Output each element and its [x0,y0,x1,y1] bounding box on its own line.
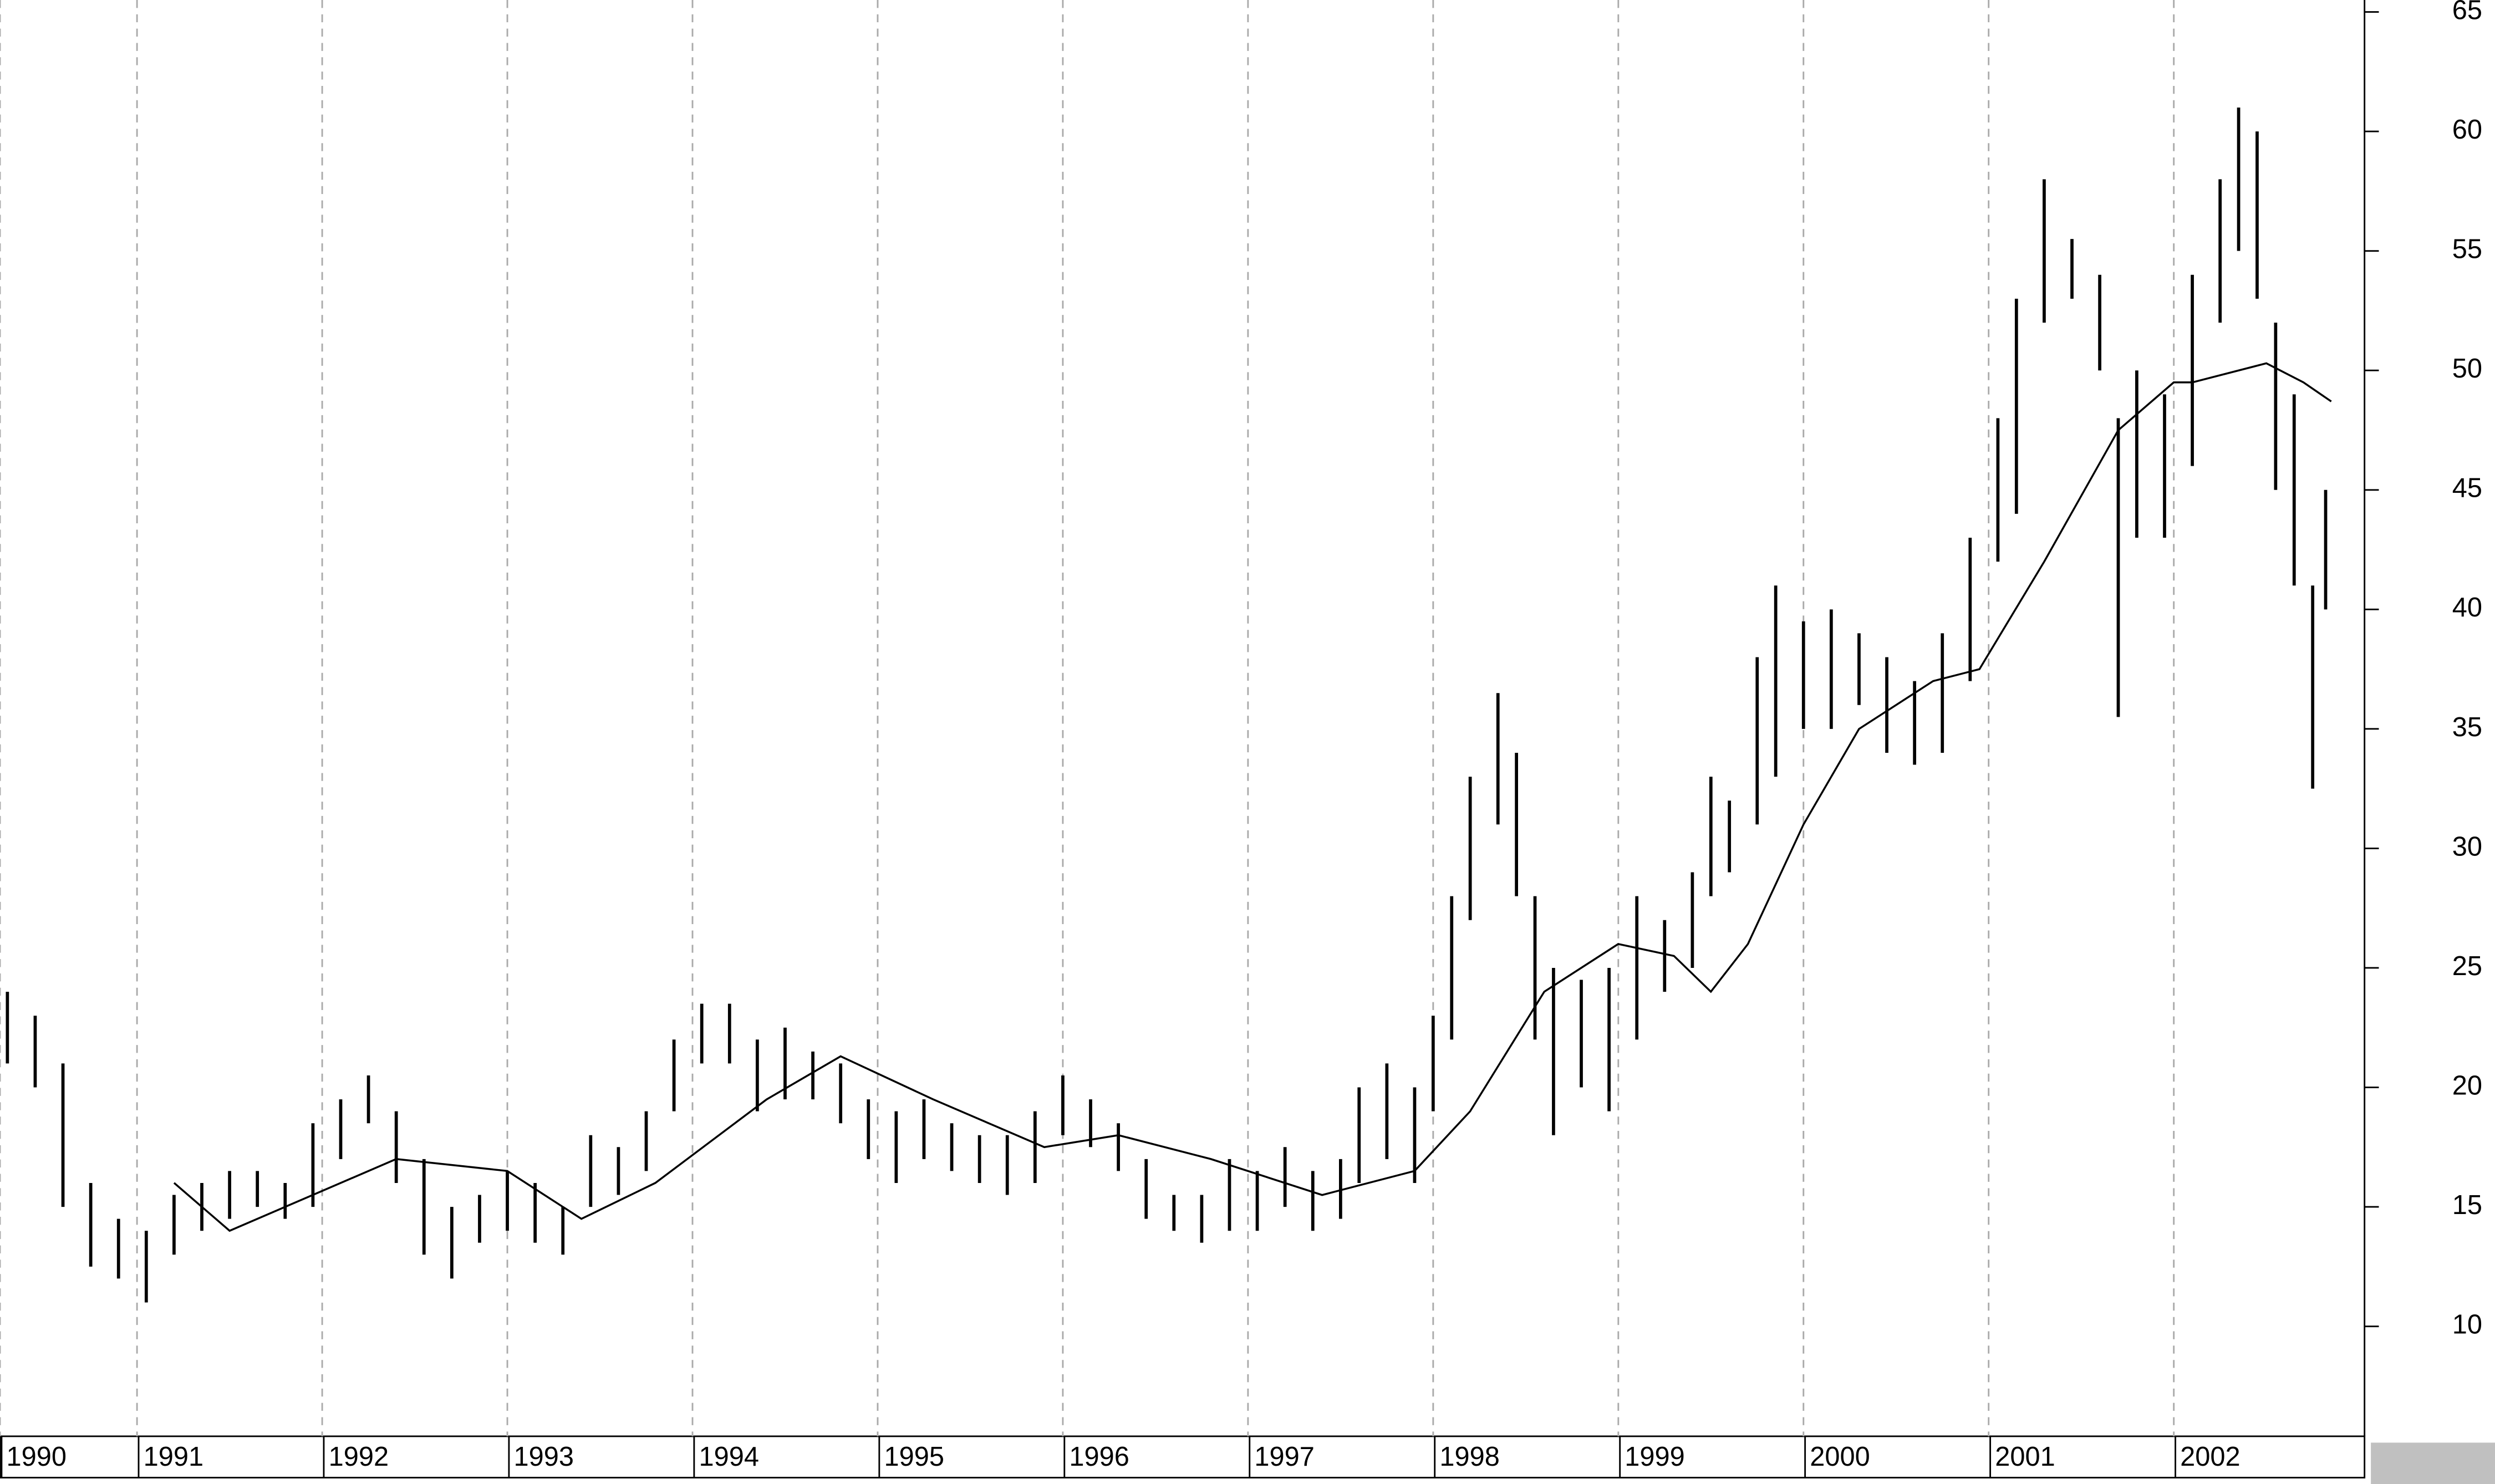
x-tick-label: 1992 [329,1442,389,1472]
y-tick-label: 65 [2452,0,2482,25]
y-tick-label: 50 [2452,354,2482,384]
y-tick-label: 35 [2452,712,2482,742]
x-tick-label: 2000 [1810,1442,1870,1472]
y-tick-label: 60 [2452,115,2482,145]
y-tick-label: 15 [2452,1190,2482,1220]
x-tick-label: 1993 [514,1442,574,1472]
x-tick-label: 2002 [2180,1442,2241,1472]
x-axis-strip [0,1435,2366,1478]
x-tick-label: 1995 [884,1442,944,1472]
x-tick-label: 1991 [144,1442,204,1472]
x-tick-label: 1998 [1439,1442,1500,1472]
y-tick-label: 10 [2452,1310,2482,1340]
moving-average [173,362,2332,1232]
y-tick-label: 30 [2452,832,2482,861]
y-tick-label: 40 [2452,593,2482,623]
x-tick-label: 1997 [1254,1442,1315,1472]
scroll-box [2371,1442,2495,1484]
x-tick-label: 1990 [6,1442,67,1472]
y-tick-label: 45 [2452,473,2482,503]
y-tick-label: 25 [2452,951,2482,981]
x-tick-label: 1994 [699,1442,759,1472]
y-tick-label: 55 [2452,234,2482,264]
x-tick-label: 1996 [1069,1442,1129,1472]
x-tick-label: 2001 [1995,1442,2055,1472]
x-tick-label: 1999 [1625,1442,1685,1472]
y-tick-label: 20 [2452,1070,2482,1100]
